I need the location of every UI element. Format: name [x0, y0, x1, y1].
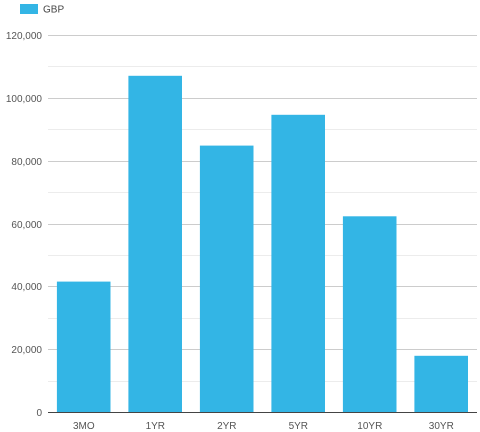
legend-swatch-gbp — [20, 4, 38, 14]
y-tick-label: 100,000 — [6, 94, 43, 105]
bar-30yr — [414, 355, 468, 412]
x-tick-label-5yr: 5YR — [289, 421, 308, 432]
legend-label-gbp: GBP — [43, 5, 64, 16]
bar-3mo — [56, 281, 111, 412]
x-tick-label-3mo: 3MO — [73, 421, 95, 432]
bar-series — [56, 75, 468, 413]
x-tick-label-1yr: 1YR — [146, 421, 165, 432]
minor-gridlines — [48, 66, 477, 382]
bar-2yr — [199, 145, 254, 412]
x-tick-label-10yr: 10YR — [357, 421, 382, 432]
x-axis-tick-labels: 3MO 1YR 2YR 5YR 10YR 30YR — [73, 421, 454, 432]
bar-10yr — [342, 216, 397, 412]
y-tick-label: 80,000 — [11, 157, 42, 168]
legend: GBP — [20, 4, 64, 16]
x-tick-label-30yr: 30YR — [429, 421, 454, 432]
bar-1yr — [128, 75, 182, 413]
y-tick-label: 20,000 — [11, 345, 42, 356]
y-tick-label: 0 — [36, 408, 42, 419]
y-tick-label: 60,000 — [11, 220, 42, 231]
major-gridlines — [48, 35, 477, 350]
x-tick-label-2yr: 2YR — [217, 421, 236, 432]
y-tick-label: 120,000 — [6, 31, 43, 42]
y-axis-tick-labels: 0 20,000 40,000 60,000 80,000 100,000 120,000 — [6, 31, 43, 419]
bar-5yr — [271, 114, 325, 413]
y-tick-label: 40,000 — [11, 282, 42, 293]
